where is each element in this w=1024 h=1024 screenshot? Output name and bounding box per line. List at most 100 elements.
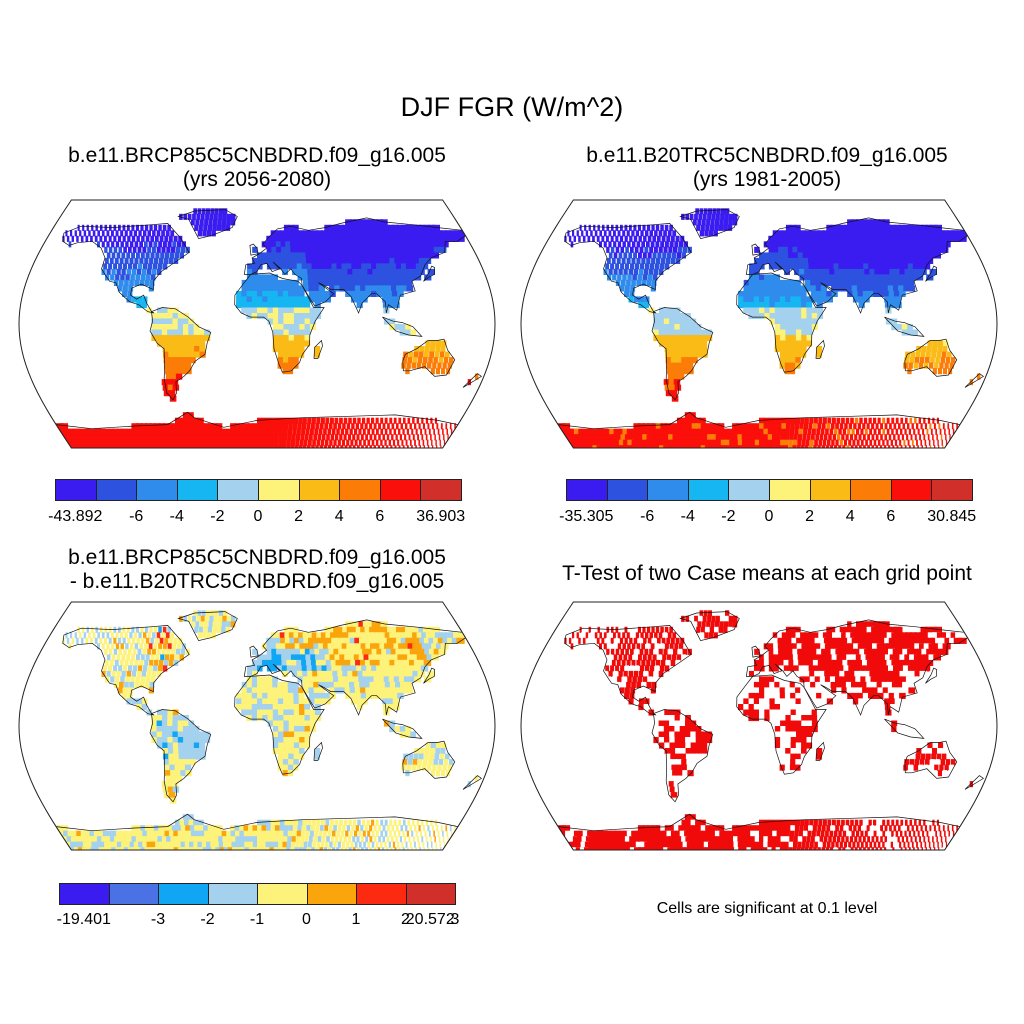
land-cell xyxy=(891,440,893,446)
land-cell xyxy=(874,440,877,446)
land-cell xyxy=(84,632,86,638)
land-cell xyxy=(780,335,786,341)
land-cell xyxy=(357,836,360,842)
land-cell xyxy=(572,632,574,638)
land-cell xyxy=(654,230,658,236)
land-cell xyxy=(215,610,219,616)
land-cell xyxy=(294,313,300,319)
land-cell xyxy=(668,230,672,236)
land-cell xyxy=(655,241,659,247)
land-cell xyxy=(785,357,791,363)
land-cell xyxy=(314,296,320,302)
land-cell xyxy=(122,671,126,677)
land-cell xyxy=(588,638,591,644)
land-cell xyxy=(158,241,162,247)
land-cell xyxy=(389,440,391,446)
land-cell xyxy=(273,715,279,721)
land-cell xyxy=(645,665,649,671)
land-cell xyxy=(159,258,163,264)
land-cell xyxy=(128,263,132,269)
coastline-nz xyxy=(965,374,983,388)
land-cell xyxy=(107,269,111,275)
land-cell xyxy=(157,335,163,341)
land-cell xyxy=(431,341,436,347)
land-cell xyxy=(908,363,913,369)
map-panel-difference xyxy=(14,598,500,854)
land-cell xyxy=(279,836,283,842)
land-cell xyxy=(166,230,170,236)
land-cell xyxy=(178,330,184,336)
land-cell xyxy=(141,236,145,242)
land-cell xyxy=(129,632,132,638)
land-cell xyxy=(417,820,419,826)
land-cell xyxy=(764,252,770,258)
land-cell xyxy=(354,831,357,837)
land-cell xyxy=(139,241,143,247)
land-cell xyxy=(294,698,300,704)
land-cell xyxy=(116,632,119,638)
land-cell xyxy=(161,230,165,236)
land-cell xyxy=(914,418,917,424)
land-cell xyxy=(194,743,200,749)
land-cell xyxy=(405,423,407,429)
land-cell xyxy=(606,649,609,655)
land-cell xyxy=(615,236,618,242)
land-cell xyxy=(172,324,178,330)
land-cell xyxy=(283,842,287,848)
land-cell xyxy=(145,225,148,231)
land-cell xyxy=(431,440,432,446)
land-cell xyxy=(431,743,436,749)
land-cell xyxy=(247,682,253,688)
land-cell xyxy=(754,665,760,671)
panel-2-title: b.e11.B20TRC5CNBDRD.f09_g16.005 (yrs 198… xyxy=(524,144,1010,192)
land-cell xyxy=(680,638,684,644)
land-cell xyxy=(278,693,284,699)
land-cell xyxy=(599,230,602,236)
land-cell xyxy=(99,638,102,644)
land-cell xyxy=(144,258,148,264)
land-cell xyxy=(300,836,304,842)
land-cell xyxy=(93,230,96,236)
land-cell xyxy=(167,721,173,727)
land-cell xyxy=(613,632,616,638)
land-cell xyxy=(946,357,951,363)
land-cell xyxy=(268,710,274,716)
land-cell xyxy=(759,308,765,314)
land-cell xyxy=(367,831,370,837)
land-cell xyxy=(715,219,719,225)
land-cell xyxy=(672,654,676,660)
land-cell xyxy=(161,632,165,638)
land-cell xyxy=(350,831,353,837)
land-cell xyxy=(781,423,786,429)
land-cell xyxy=(157,230,161,236)
land-cell xyxy=(410,423,412,429)
land-cell xyxy=(262,285,268,291)
land-cell xyxy=(659,324,665,330)
land-cell xyxy=(309,693,315,699)
land-cell xyxy=(622,258,626,264)
land-cell xyxy=(127,638,130,644)
land-cell xyxy=(311,423,315,429)
land-cell xyxy=(844,440,847,446)
land-cell xyxy=(114,247,118,253)
land-cell xyxy=(665,665,670,671)
land-cell xyxy=(102,643,105,649)
land-cell xyxy=(617,660,621,666)
land-cell xyxy=(149,643,153,649)
land-cell xyxy=(194,330,200,336)
land-cell xyxy=(880,423,883,429)
land-cell xyxy=(371,418,374,424)
land-cell xyxy=(770,319,776,325)
land-cell xyxy=(299,313,305,319)
land-cell xyxy=(170,230,174,236)
land-cell xyxy=(419,825,421,831)
land-cell xyxy=(342,842,345,848)
land-cell xyxy=(417,418,419,424)
land-cell xyxy=(827,418,831,424)
land-cell xyxy=(257,291,263,297)
land-cell xyxy=(199,732,205,738)
land-cell xyxy=(816,429,820,435)
land-cell xyxy=(435,748,440,754)
land-cell xyxy=(785,335,791,341)
land-cell xyxy=(110,274,114,280)
